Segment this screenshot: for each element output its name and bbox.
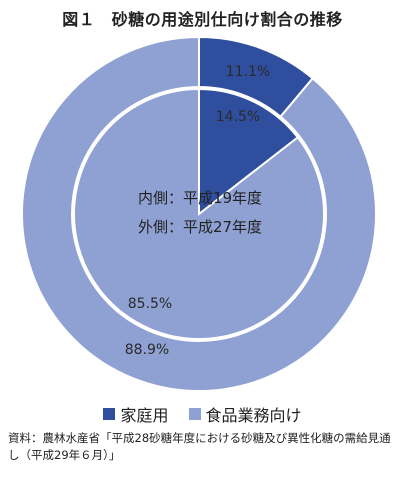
inner-slice-household — [198, 87, 300, 217]
legend-label-food-business: 食品業務向け — [205, 406, 302, 425]
source-note: 資料：農林水産省「平成28砂糖年度における砂糖及び異性化糖の需給見通し（平成29… — [8, 431, 391, 462]
legend-item-household: 家庭用 — [103, 402, 169, 426]
center-label-inner: 内側：平成19年度 — [138, 189, 262, 207]
outer-label-household: 11.1% — [226, 64, 270, 80]
outer-label-food-business: 88.9% — [125, 342, 169, 358]
legend-swatch-household — [103, 408, 116, 420]
inner-label-household: 14.5% — [216, 109, 260, 125]
legend-label-household: 家庭用 — [120, 406, 169, 425]
slices-group — [21, 36, 377, 392]
ring-gap — [72, 87, 326, 341]
inner-label-food-business: 85.5% — [128, 296, 172, 312]
chart-title: 図１ 砂糖の用途別仕向け割合の推移 — [62, 10, 343, 29]
legend-item-food-business: 食品業務向け — [188, 402, 302, 426]
legend-swatch-food-business — [188, 408, 201, 420]
inner-slice-food-business — [73, 87, 325, 340]
center-label-outer: 外側：平成27年度 — [138, 218, 262, 236]
labels-group: 14.5% 85.5% 11.1% 88.9% — [125, 64, 270, 358]
donut-chart: 14.5% 85.5% 11.1% 88.9% 内側：平成19年度 外側：平成27年度 — [21, 36, 377, 392]
legend: 家庭用 食品業務向け — [0, 402, 405, 426]
